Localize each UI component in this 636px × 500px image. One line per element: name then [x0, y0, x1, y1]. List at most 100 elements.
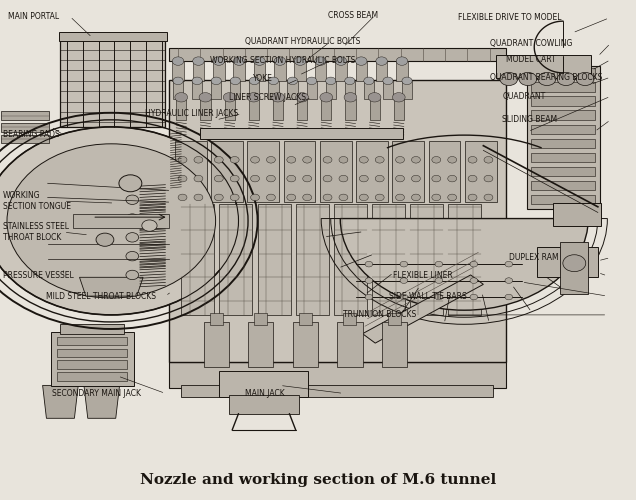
Circle shape — [411, 194, 420, 200]
Circle shape — [178, 194, 187, 200]
Circle shape — [287, 156, 296, 163]
Text: QUADRANT: QUADRANT — [502, 92, 546, 101]
Bar — [294, 61, 306, 81]
Bar — [60, 324, 124, 334]
Circle shape — [178, 176, 187, 182]
Circle shape — [247, 92, 260, 102]
Bar — [181, 386, 493, 397]
Bar — [211, 141, 243, 202]
Bar — [273, 98, 283, 120]
Circle shape — [432, 176, 441, 182]
Circle shape — [538, 72, 556, 86]
Text: DUPLEX RAM: DUPLEX RAM — [509, 253, 558, 262]
Bar — [531, 181, 595, 190]
Circle shape — [375, 176, 384, 182]
Text: QUADRANT HYDRAULIC BOLTS: QUADRANT HYDRAULIC BOLTS — [245, 37, 360, 46]
Bar — [225, 98, 235, 120]
Circle shape — [315, 57, 326, 66]
Bar — [229, 395, 299, 413]
Bar — [192, 81, 202, 98]
Bar — [448, 204, 481, 315]
Circle shape — [296, 92, 308, 102]
Circle shape — [194, 176, 203, 182]
Bar — [383, 81, 393, 98]
Text: HYDRAULIC LINER JACKS: HYDRAULIC LINER JACKS — [145, 109, 238, 118]
Bar — [394, 98, 404, 120]
Text: QUADRANT BEARING BLOCKS: QUADRANT BEARING BLOCKS — [490, 72, 602, 82]
Circle shape — [368, 92, 381, 102]
Bar — [172, 61, 184, 81]
Bar — [204, 322, 229, 366]
Circle shape — [193, 57, 204, 66]
Circle shape — [448, 156, 457, 163]
Bar — [57, 372, 127, 380]
Bar — [1, 123, 49, 132]
Circle shape — [448, 194, 457, 200]
Circle shape — [126, 270, 139, 280]
Bar — [173, 81, 183, 98]
Circle shape — [392, 92, 405, 102]
Bar — [284, 141, 315, 202]
Bar — [210, 314, 223, 325]
Circle shape — [287, 77, 298, 84]
Circle shape — [470, 294, 478, 300]
Text: QUADRANT COWLING: QUADRANT COWLING — [490, 38, 572, 48]
Circle shape — [365, 262, 373, 267]
Circle shape — [230, 156, 239, 163]
Circle shape — [432, 156, 441, 163]
Bar — [268, 81, 279, 98]
Circle shape — [365, 294, 373, 300]
Circle shape — [230, 77, 240, 84]
Circle shape — [383, 77, 393, 84]
Bar — [287, 81, 298, 98]
Bar — [531, 195, 595, 204]
Circle shape — [251, 194, 259, 200]
Bar — [169, 80, 506, 362]
Bar — [531, 96, 595, 106]
Bar — [531, 68, 595, 78]
Circle shape — [287, 194, 296, 200]
Circle shape — [199, 92, 212, 102]
Bar — [233, 61, 245, 81]
Circle shape — [396, 194, 404, 200]
Text: WORKING
SECTION TONGUE: WORKING SECTION TONGUE — [3, 192, 71, 211]
Bar — [537, 246, 598, 278]
Circle shape — [411, 156, 420, 163]
Circle shape — [287, 176, 296, 182]
Circle shape — [230, 194, 239, 200]
Bar — [396, 61, 408, 81]
Bar — [337, 322, 363, 366]
Circle shape — [173, 77, 183, 84]
Circle shape — [435, 294, 443, 300]
Circle shape — [339, 176, 348, 182]
Circle shape — [468, 156, 477, 163]
Bar — [531, 138, 595, 148]
Wedge shape — [340, 218, 588, 310]
Circle shape — [320, 92, 333, 102]
Bar — [57, 337, 127, 345]
Circle shape — [303, 156, 312, 163]
Bar — [51, 332, 134, 386]
Bar — [334, 204, 367, 315]
Bar — [335, 61, 347, 81]
Bar — [258, 204, 291, 315]
Circle shape — [230, 176, 239, 182]
Bar — [200, 128, 403, 138]
Circle shape — [126, 232, 139, 242]
Bar — [1, 112, 49, 120]
Bar — [176, 98, 186, 120]
Text: STAINLESS STEEL
THROAT BLOCK: STAINLESS STEEL THROAT BLOCK — [3, 222, 69, 242]
Circle shape — [126, 252, 139, 261]
Circle shape — [375, 194, 384, 200]
Bar — [356, 61, 367, 81]
Bar — [326, 81, 336, 98]
Bar — [307, 81, 317, 98]
Bar — [531, 167, 595, 176]
Circle shape — [557, 72, 575, 86]
Text: SECONDARY MAIN JACK: SECONDARY MAIN JACK — [52, 389, 141, 398]
Circle shape — [484, 156, 493, 163]
Bar — [200, 98, 211, 120]
Text: MAIN PORTAL: MAIN PORTAL — [8, 12, 59, 21]
Circle shape — [254, 57, 265, 66]
Circle shape — [126, 195, 139, 204]
